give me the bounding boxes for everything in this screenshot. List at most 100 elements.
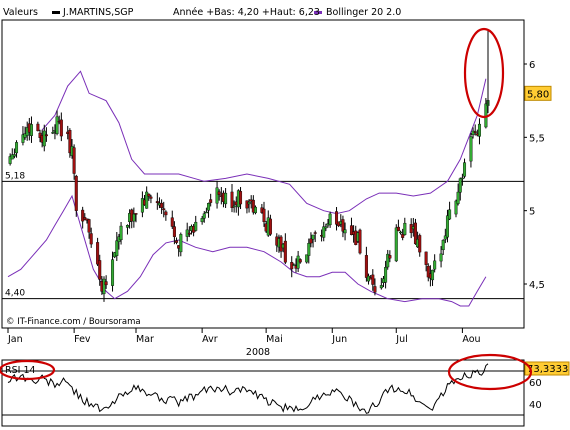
candlesticks <box>8 30 490 302</box>
candle-down <box>74 175 78 211</box>
candle-down <box>283 240 287 263</box>
candle-down <box>388 255 392 259</box>
candle-down <box>401 233 405 238</box>
candle-up <box>111 259 115 286</box>
candle-up <box>207 203 211 211</box>
candle-down <box>373 286 377 293</box>
candle-down <box>89 233 93 245</box>
candle-up <box>305 254 309 263</box>
candle-up <box>394 227 398 262</box>
annotation-ellipse-rsi-label <box>0 359 56 381</box>
price-y-axis: 6 5,5 5 4,5 <box>524 60 545 291</box>
candle-down <box>36 123 40 132</box>
candle-up <box>55 116 59 134</box>
legend-swatch-symbol <box>52 11 60 14</box>
x-tick-label: Fev <box>74 334 91 345</box>
candle-down <box>155 201 159 204</box>
bollinger-upper-line <box>41 70 487 215</box>
candle-up <box>200 218 204 223</box>
candle-up <box>343 229 347 234</box>
candle-down <box>358 229 362 254</box>
candle-up <box>386 253 390 268</box>
reference-label-high: 5,18 <box>5 171 25 181</box>
candle-down <box>134 213 138 215</box>
y-tick-label: 6 <box>529 60 535 71</box>
candle-down <box>298 259 302 263</box>
legend-range: Année +Bas: 4,20 +Haut: 6,23 <box>173 7 320 18</box>
price-panel: Valeurs J.MARTINS,SGP Année +Bas: 4,20 +… <box>1 7 552 329</box>
price-plot-frame <box>1 19 525 329</box>
x-tick-label: Mar <box>136 334 154 345</box>
legend-symbol: J.MARTINS,SGP <box>62 7 134 18</box>
candle-up <box>439 253 443 262</box>
candle-down <box>164 211 168 216</box>
legend-swatch-bollinger <box>314 11 322 14</box>
y-tick-label: 5 <box>529 207 535 218</box>
candle-down <box>98 260 102 280</box>
candle-up <box>202 213 206 219</box>
x-tick-label: Jun <box>331 334 347 345</box>
candle-down <box>68 130 72 154</box>
candle-up <box>463 162 467 177</box>
candle-down <box>172 226 176 237</box>
candle-down <box>187 232 191 235</box>
candle-down <box>245 200 249 209</box>
candle-down <box>473 131 477 133</box>
candle-up <box>145 191 149 209</box>
x-tick-label: Jul <box>395 334 407 345</box>
candle-up <box>204 211 208 214</box>
rsi-line <box>7 363 489 414</box>
candle-down <box>371 274 375 285</box>
candle-down <box>426 265 430 278</box>
candle-down <box>96 242 100 265</box>
x-tick-label: Avr <box>202 334 218 345</box>
candle-up <box>21 134 25 143</box>
rsi-panel: 60 40 RSI 14 73,3333 <box>0 353 570 427</box>
last-price-box <box>524 85 552 101</box>
x-tick-label: Mai <box>266 334 283 345</box>
candle-down <box>396 226 400 231</box>
y-tick-label: 4,5 <box>529 280 545 291</box>
candle-up <box>115 240 119 256</box>
candle-down <box>309 238 313 244</box>
candle-up <box>51 132 55 134</box>
candle-up <box>8 156 12 164</box>
candle-up <box>42 130 46 147</box>
candle-up <box>454 200 458 215</box>
candle-up <box>102 278 106 295</box>
candle-up <box>194 221 198 231</box>
rsi-tick-label: 60 <box>529 378 542 389</box>
candle-down <box>170 217 174 227</box>
candle-up <box>29 124 33 136</box>
candle-up <box>384 267 388 283</box>
candle-up <box>179 234 183 253</box>
candle-up <box>458 178 462 193</box>
candle-up <box>125 225 129 228</box>
legend-bollinger: Bollinger 20 2.0 <box>326 7 401 18</box>
candle-down <box>87 219 91 233</box>
candle-up <box>132 213 136 222</box>
x-tick-label: Aou <box>462 334 480 345</box>
candle-down <box>83 217 87 220</box>
candle-down <box>81 209 85 222</box>
candle-down <box>349 225 353 236</box>
candle-down <box>104 281 108 286</box>
candle-down <box>262 208 266 222</box>
candle-up <box>477 123 481 137</box>
bollinger-bands <box>7 70 487 307</box>
candle-down <box>424 251 428 265</box>
candle-up <box>441 239 445 251</box>
candle-up <box>10 154 14 160</box>
rsi-value-label: 73,3333 <box>527 364 568 375</box>
annotation-ellipse-peak <box>463 27 505 119</box>
candle-down <box>72 147 76 174</box>
candle-up <box>292 264 296 266</box>
candle-up <box>443 235 447 240</box>
candle-down <box>162 208 166 211</box>
candle-down <box>268 218 272 235</box>
rsi-value-box <box>524 361 570 376</box>
candle-up <box>379 285 383 289</box>
candle-down <box>149 196 153 199</box>
candle-down <box>413 222 417 245</box>
